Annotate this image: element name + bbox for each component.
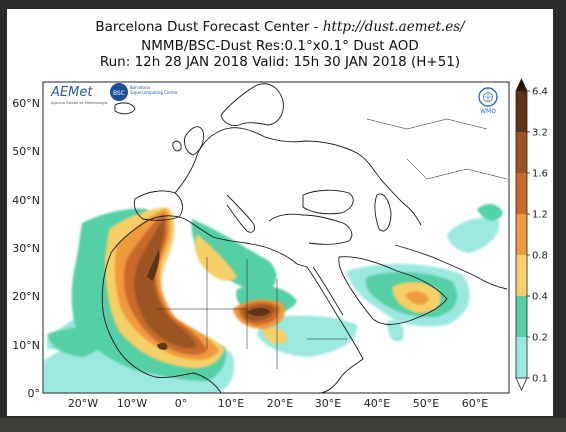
aemet-logo: AEMet Agencia Estatal de Meteorología [50,85,108,105]
lon-label-10w: 10°W [117,397,147,410]
title-url: http://dust.aemet.es/ [322,19,465,35]
lat-label-50n: 50°N [12,145,40,158]
colorbar: 0.1 0.2 0.4 0.8 1.2 1.6 3.2 6.4 [515,78,548,391]
lat-label-60n: 60°N [12,97,40,110]
colorbar-label: 6.4 [532,87,548,98]
colorbar-label: 0.2 [532,333,548,344]
wmo-logo-text: WMO [480,108,496,115]
forecast-panel: Barcelona Dust Forecast Center - http://… [7,9,553,416]
land-outlines [101,83,508,393]
lon-label-20e: 20°E [267,397,293,410]
colorbar-label: 3.2 [532,128,548,139]
title-prefix: Barcelona Dust Forecast Center - [95,19,323,35]
bottom-strip [0,418,566,432]
map-title: Barcelona Dust Forecast Center - http://… [7,19,553,35]
colorbar-band-6 [516,91,527,132]
bsc-logo-name: Barcelona Supercomputing Center [130,85,178,95]
lon-label-50e: 50°E [413,397,439,410]
lat-label-20n: 20°N [12,290,40,303]
colorbar-upper-arrow [515,78,528,92]
wmo-logo: WMO [478,87,498,115]
lat-label-40n: 40°N [12,194,40,207]
colorbar-band-4 [516,173,527,214]
lon-label-0: 0° [175,397,188,410]
run-info: Run: 12h 28 JAN 2018 Valid: 15h 30 JAN 2… [99,54,461,70]
bsc-logo-text: BSC [113,90,125,97]
lat-label-30n: 30°N [12,242,40,255]
lon-label-10e: 10°E [218,397,244,410]
lat-label-10n: 10°N [12,339,40,352]
colorbar-band-2 [516,255,527,296]
colorbar-band-1 [516,296,527,337]
colorbar-band-3 [516,214,527,255]
aemet-logo-subtitle: Agencia Estatal de Meteorología [51,101,108,105]
latitude-labels: 0° 10°N 20°N 30°N 40°N 50°N 60°N [12,97,40,400]
colorbar-label: 1.6 [532,169,548,180]
lon-label-30e: 30°E [315,397,341,410]
colorbar-label: 0.8 [532,251,548,262]
bsc-logo: BSC Barcelona Supercomputing Center [110,83,178,101]
colorbar-band-0 [516,337,527,378]
longitude-labels: 20°W 10°W 0° 10°E 20°E 30°E 40°E 50°E 60… [68,397,488,410]
colorbar-lower-arrow [515,377,528,391]
lat-label-0: 0° [28,387,41,400]
lon-label-20w: 20°W [68,397,98,410]
colorbar-label: 0.4 [532,292,548,303]
colorbar-band-5 [516,132,527,173]
map-frame [42,81,510,394]
dust-field [43,204,503,393]
colorbar-label: 0.1 [532,374,548,385]
lon-label-40e: 40°E [364,397,390,410]
map-figure: 0° 10°N 20°N 30°N 40°N 50°N 60°N 20°W 10… [12,78,548,410]
colorbar-label: 1.2 [532,210,548,221]
aemet-logo-text: AEMet [50,85,93,100]
model-info: NMMB/BSC-Dust Res:0.1°x0.1° Dust AOD [141,38,419,54]
lon-label-60e: 60°E [462,397,488,410]
